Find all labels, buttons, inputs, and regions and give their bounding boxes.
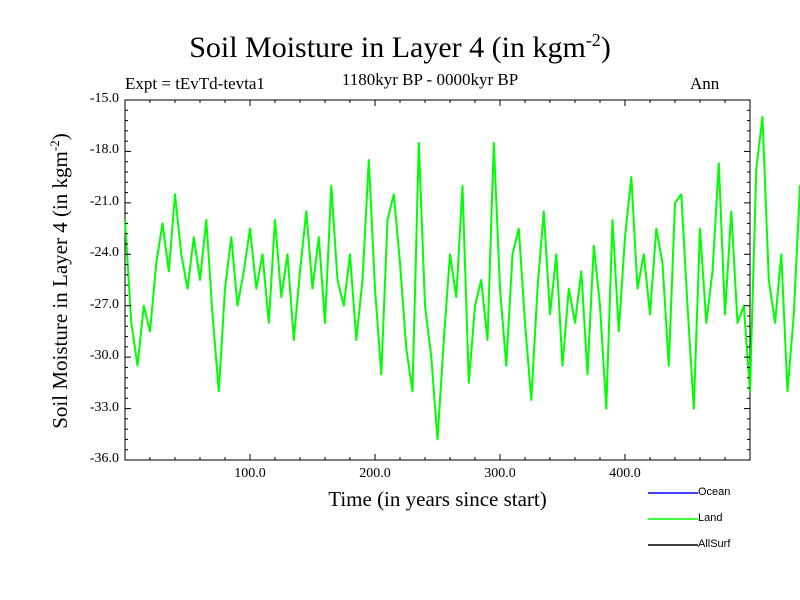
x-tick-label: 100.0 [234, 466, 266, 481]
y-tick-label: -33.0 [89, 399, 119, 415]
y-tick-label: -24.0 [89, 245, 119, 261]
x-tick-label: 400.0 [609, 466, 641, 481]
legend [648, 492, 698, 546]
x-tick-label: 300.0 [484, 466, 516, 481]
y-tick-label: -15.0 [89, 91, 119, 106]
legend-label-land: Land [698, 512, 723, 524]
series-layer [124, 116, 800, 441]
y-axis-label: Soil Moisture in Layer 4 (in kgm-2) [47, 133, 72, 429]
x-tick-label: 200.0 [359, 466, 391, 481]
series-line-land [124, 116, 800, 441]
time-range-label: 1180kyr BP - 0000kyr BP [341, 70, 519, 89]
legend-label-ocean: Ocean [698, 486, 731, 498]
plot-area [124, 99, 751, 461]
y-tick-label: -18.0 [89, 142, 119, 158]
plot-frame [124, 99, 751, 461]
experiment-label: Expt = tEvTd-tevta1 [125, 74, 265, 93]
x-axis-label: Time (in years since start) [328, 487, 547, 511]
y-tick-label: -21.0 [89, 193, 119, 209]
y-tick-label: -30.0 [89, 348, 119, 364]
legend-label-allsurf: AllSurf [698, 538, 731, 550]
season-label: Ann [690, 74, 720, 93]
y-tick-label: -36.0 [89, 451, 119, 466]
y-tick-label: -27.0 [89, 296, 119, 312]
axes-layer [125, 99, 750, 461]
chart-title: Soil Moisture in Layer 4 (in kgm-2) [189, 30, 611, 64]
